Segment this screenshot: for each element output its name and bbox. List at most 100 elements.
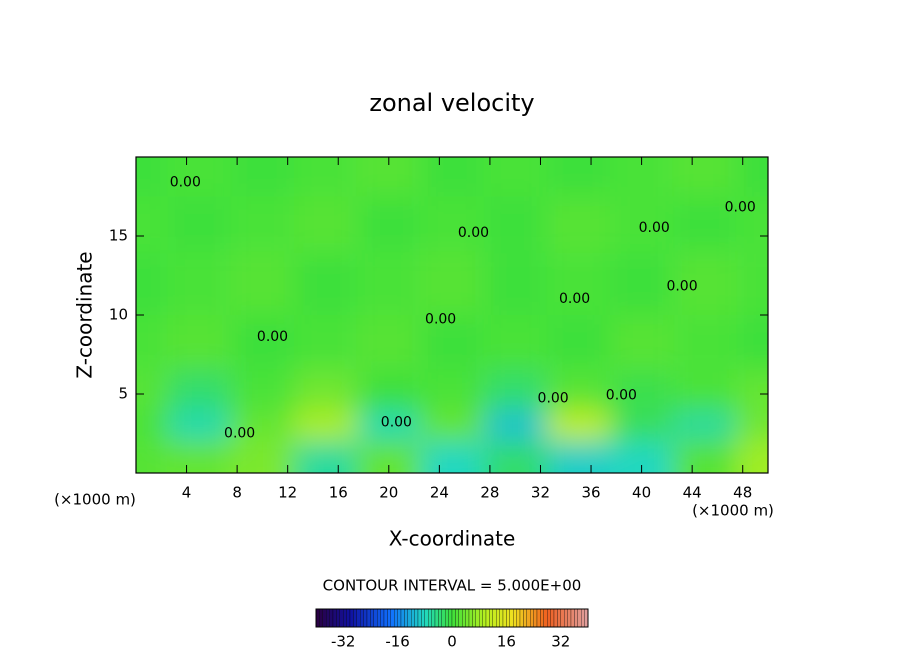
field-cell — [357, 370, 421, 410]
x-tick-label: 8 — [232, 484, 242, 502]
field-cell — [167, 441, 231, 473]
field-cell — [167, 370, 231, 410]
field-cell — [736, 315, 768, 371]
colorbar-cell — [496, 608, 500, 628]
colorbar-cell — [349, 608, 354, 628]
x-tick-label: 16 — [329, 484, 348, 502]
colorbar-cell — [499, 608, 504, 628]
colorbar-cell — [394, 608, 398, 628]
field-cells — [136, 157, 768, 473]
field-cell — [230, 157, 294, 197]
colorbar-cell — [577, 608, 582, 628]
colorbar-cell — [319, 608, 323, 628]
x-tick-label: 32 — [531, 484, 550, 502]
contour-interval: CONTOUR INTERVAL = 5.000E+00 — [323, 577, 582, 595]
colorbar-cell — [339, 608, 344, 628]
field-cell — [294, 370, 358, 410]
field-cell — [357, 315, 421, 371]
colorbar-cell — [438, 608, 442, 628]
y-unit: (×1000 m) — [54, 491, 136, 509]
field-cell — [230, 409, 294, 442]
field-cell — [167, 315, 231, 371]
colorbar-cell — [468, 608, 473, 628]
colorbar-cell — [540, 608, 544, 628]
colorbar-cell — [315, 608, 320, 628]
colorbar-cell — [397, 608, 402, 628]
field-cell — [167, 409, 231, 442]
field-cell — [136, 196, 168, 252]
field-cell — [294, 196, 358, 252]
field-cell — [673, 196, 737, 252]
field-cell — [230, 196, 294, 252]
field-cell — [546, 315, 610, 371]
field-cell — [357, 251, 421, 315]
contour-label: 0.00 — [170, 174, 201, 190]
colorbar-cell — [574, 608, 578, 628]
field-cell — [167, 196, 231, 252]
field-cell — [230, 251, 294, 315]
field-cell — [546, 251, 610, 315]
colorbar-cell — [343, 608, 347, 628]
colorbar-tick-label: -32 — [331, 633, 356, 651]
x-unit: (×1000 m) — [692, 502, 774, 520]
field-cell — [420, 315, 484, 371]
field-cell — [483, 441, 547, 473]
colorbar-cell — [492, 608, 497, 628]
field-cell — [483, 370, 547, 410]
colorbar-cell — [336, 608, 340, 628]
field-cell — [230, 315, 294, 371]
colorbar-cell — [411, 608, 415, 628]
colorbar-cell — [424, 608, 429, 628]
colorbar-cell — [414, 608, 419, 628]
field-cell — [357, 196, 421, 252]
colorbar-cell — [557, 608, 561, 628]
colorbar-cell — [502, 608, 507, 628]
chart-title: zonal velocity — [369, 89, 534, 117]
field-cell — [546, 370, 610, 410]
field-cell — [673, 315, 737, 371]
field-cell — [294, 315, 358, 371]
field-cell — [294, 409, 358, 442]
y-axis-label: Z-coordinate — [73, 251, 97, 378]
colorbar-cell — [523, 608, 527, 628]
colorbar-cell — [526, 608, 531, 628]
colorbar-cell — [377, 608, 381, 628]
colorbar-cell — [451, 608, 456, 628]
colorbar-cell — [373, 608, 378, 628]
colorbar-cell — [513, 608, 517, 628]
field-cell — [167, 157, 231, 197]
colorbar-cell — [536, 608, 541, 628]
colorbar-cell — [553, 608, 558, 628]
field — [136, 157, 768, 473]
field-cell — [136, 315, 168, 371]
x-tick-label: 12 — [278, 484, 297, 502]
field-cell — [546, 409, 610, 442]
field-cell — [136, 251, 168, 315]
contour-label: 0.00 — [458, 225, 489, 241]
colorbar-cell — [581, 608, 585, 628]
field-cell — [483, 315, 547, 371]
field-cell — [420, 251, 484, 315]
colorbar-tick-label: 32 — [551, 633, 570, 651]
field-cell — [673, 251, 737, 315]
contour-label: 0.00 — [538, 391, 569, 407]
field-cell — [420, 157, 484, 197]
contour-label: 0.00 — [224, 426, 255, 442]
colorbar-cell — [353, 608, 357, 628]
field-cell — [167, 251, 231, 315]
field-cell — [294, 157, 358, 197]
field-cell — [136, 409, 168, 442]
overlay: 0.00 0.00 0.00 0.00 0.00 0.00 0.00 0.00 0.00 0.00… — [109, 156, 769, 651]
colorbar-cell — [458, 608, 463, 628]
contour-label: 0.00 — [425, 312, 456, 328]
x-tick-label: 44 — [683, 484, 702, 502]
field-cell — [420, 441, 484, 473]
colorbar-cell — [475, 608, 480, 628]
x-axis-label: X-coordinate — [389, 527, 516, 551]
colorbar-tick-label: 16 — [497, 633, 516, 651]
colorbar-cell — [543, 608, 548, 628]
field-cell — [736, 409, 768, 442]
field-cell — [294, 441, 358, 473]
colorbar-cell — [519, 608, 524, 628]
colorbar-cell — [404, 608, 408, 628]
